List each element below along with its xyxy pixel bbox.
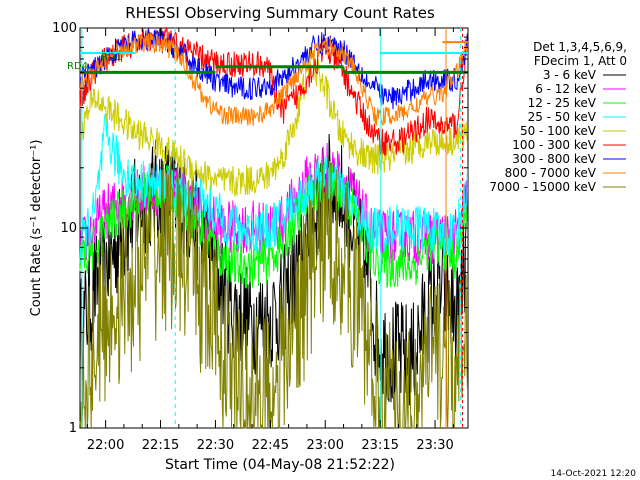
x-axis-title: Start Time (04-May-08 21:52:22) [165,457,395,473]
legend-label: 300 - 800 keV [512,152,596,166]
x-tick-label: 23:00 [307,438,344,453]
series-line-7 [79,32,468,127]
y-tick-label: 1 [69,421,77,436]
chart-title: RHESSI Observing Summary Count Rates [125,4,435,22]
y-tick-label: 10 [60,221,77,236]
y-axis-title: Count Rate (s⁻¹ detector⁻¹) [29,140,44,317]
y-tick-label: 100 [52,21,77,36]
legend-label: 100 - 300 keV [512,138,596,152]
timestamp: 14-Oct-2021 12:20 [551,469,637,479]
x-tick-label: 22:00 [87,438,124,453]
x-tick-label: 22:15 [142,438,179,453]
flag-label-rd4: RD4 [67,61,88,72]
x-tick-label: 23:30 [416,438,453,453]
series-layer [79,26,468,429]
legend-label: 6 - 12 keV [535,82,597,96]
x-tick-label: 23:15 [361,438,398,453]
legend-header-line-1: Det 1,3,4,5,6,9, [533,40,627,54]
series-line-2 [79,160,468,289]
series-line-4 [79,46,468,198]
series-line-8 [79,155,468,429]
legend-label: 50 - 100 keV [520,124,597,138]
flag-label-rd1: RD1 [101,52,122,63]
y-axis-ticks: 1 10 100 [52,21,468,436]
x-tick-label: 22:30 [197,438,234,453]
legend-label: 7000 - 15000 keV [489,180,596,194]
x-tick-label: 22:45 [252,438,289,453]
legend-label: 3 - 6 keV [543,68,597,82]
x-axis-ticks: 22:00 22:15 22:30 22:45 23:00 23:15 23:30 [86,28,454,453]
legend-label: 800 - 7000 keV [505,166,597,180]
series-line-3 [79,113,468,264]
legend-label: 12 - 25 keV [528,96,597,110]
legend-label: 25 - 50 keV [528,110,597,124]
legend-header-line-2: FDecim 1, Att 0 [534,54,627,68]
